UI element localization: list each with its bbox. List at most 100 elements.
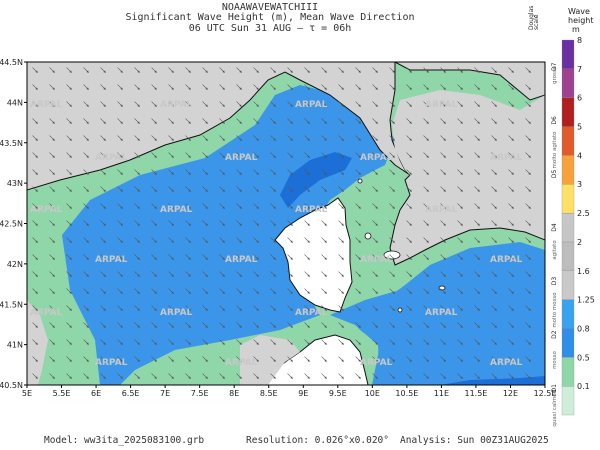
colorbar-swatch (561, 386, 575, 416)
wave-direction-arrow (185, 288, 191, 294)
wave-direction-arrow (185, 67, 191, 73)
wave-direction-arrow (304, 84, 310, 90)
wave-direction-arrow (66, 373, 72, 379)
watermark-label: ARPAL (490, 48, 523, 58)
wave-direction-arrow (457, 237, 463, 243)
wave-direction-arrow (457, 84, 463, 90)
wave-direction-arrow (202, 322, 208, 328)
wave-direction-arrow (117, 305, 123, 311)
wave-direction-arrow (66, 152, 72, 158)
wave-direction-arrow (219, 152, 225, 158)
wave-direction-arrow (457, 203, 463, 209)
wave-direction-arrow (287, 237, 293, 243)
sea-dark-blue-strip (440, 376, 545, 385)
wave-direction-arrow (185, 339, 191, 345)
wave-direction-arrow (355, 356, 361, 362)
wave-direction-arrow (338, 305, 344, 311)
colorbar-level-label: 2.5 (577, 209, 590, 218)
wave-direction-arrow (202, 135, 208, 141)
wave-direction-arrow (321, 305, 327, 311)
wave-direction-arrow (236, 84, 242, 90)
wave-direction-arrow (185, 101, 191, 107)
wave-direction-arrow (83, 203, 89, 209)
wave-direction-arrow (423, 101, 429, 107)
wave-direction-arrow (117, 135, 123, 141)
wave-direction-arrow (202, 118, 208, 124)
colorbar-level-label: 8 (577, 36, 582, 45)
wave-direction-arrow (236, 373, 242, 379)
wave-direction-arrow (508, 339, 514, 345)
wave-direction-arrow (117, 67, 123, 73)
wave-direction-arrow (49, 169, 55, 175)
wave-direction-arrow (117, 152, 123, 158)
wave-direction-arrow (474, 305, 480, 311)
wave-direction-arrow (406, 203, 412, 209)
wave-direction-arrow (49, 288, 55, 294)
wave-direction-arrow (389, 135, 395, 141)
wave-direction-arrow (219, 101, 225, 107)
wave-direction-arrow (100, 169, 106, 175)
wave-direction-arrow (321, 373, 327, 379)
wave-direction-arrow (134, 356, 140, 362)
x-tick-label: 12E (503, 389, 518, 398)
wave-direction-arrow (117, 271, 123, 277)
wave-direction-arrow (406, 254, 412, 260)
wave-direction-arrow (457, 356, 463, 362)
wave-direction-arrow (270, 118, 276, 124)
wave-direction-arrow (321, 288, 327, 294)
colorbar-swatch (561, 212, 575, 243)
sea-dark-blue-patch (280, 152, 352, 208)
wave-direction-arrow (236, 305, 242, 311)
wave-direction-arrow (287, 322, 293, 328)
wave-direction-arrow (457, 373, 463, 379)
wave-direction-arrow (355, 186, 361, 192)
wave-direction-arrow (49, 67, 55, 73)
wave-direction-arrow (423, 84, 429, 90)
wave-direction-arrow (219, 169, 225, 175)
wave-direction-arrow (49, 84, 55, 90)
wave-direction-arrow (457, 288, 463, 294)
wave-direction-arrow (83, 118, 89, 124)
wave-direction-arrow (236, 254, 242, 260)
colorbar-swatch (561, 241, 575, 271)
wave-direction-arrow (49, 356, 55, 362)
wave-direction-arrow (168, 271, 174, 277)
y-axis-ticks: 44.5N 44N 43.5N 43N 42.5N 42N 41.5N 41N 40.5N (0, 58, 27, 390)
wave-direction-arrow (219, 373, 225, 379)
wave-direction-arrow (321, 135, 327, 141)
wave-direction-arrow (525, 237, 531, 243)
wave-direction-arrow (100, 322, 106, 328)
wave-direction-arrow (83, 67, 89, 73)
wave-direction-arrow (66, 339, 72, 345)
wave-direction-arrow (270, 101, 276, 107)
wave-direction-arrow (83, 237, 89, 243)
wave-direction-arrow (457, 169, 463, 175)
wave-direction-arrow (100, 152, 106, 158)
wave-direction-arrow (525, 356, 531, 362)
wave-direction-arrow (457, 339, 463, 345)
wave-direction-arrow (508, 169, 514, 175)
wave-direction-arrow (406, 67, 412, 73)
wave-direction-arrow (372, 67, 378, 73)
wave-direction-arrow (219, 356, 225, 362)
wave-direction-arrow (525, 186, 531, 192)
x-tick-label: 6E (91, 389, 101, 398)
wave-direction-arrow (287, 254, 293, 260)
wave-direction-arrow (185, 254, 191, 260)
wave-direction-arrow (457, 322, 463, 328)
wave-direction-arrow (270, 67, 276, 73)
wave-direction-arrow (287, 169, 293, 175)
wave-direction-arrow (202, 186, 208, 192)
wave-direction-arrow (168, 254, 174, 260)
wave-direction-arrow (185, 220, 191, 226)
wave-direction-arrow (321, 356, 327, 362)
wave-direction-arrow (168, 220, 174, 226)
wave-direction-arrow (202, 84, 208, 90)
wave-direction-arrow (338, 203, 344, 209)
wave-direction-arrow (389, 169, 395, 175)
wave-direction-arrow (406, 135, 412, 141)
wave-direction-arrow (253, 220, 259, 226)
wave-direction-arrow (304, 339, 310, 345)
wave-direction-arrow (49, 305, 55, 311)
wave-direction-arrow (32, 237, 38, 243)
